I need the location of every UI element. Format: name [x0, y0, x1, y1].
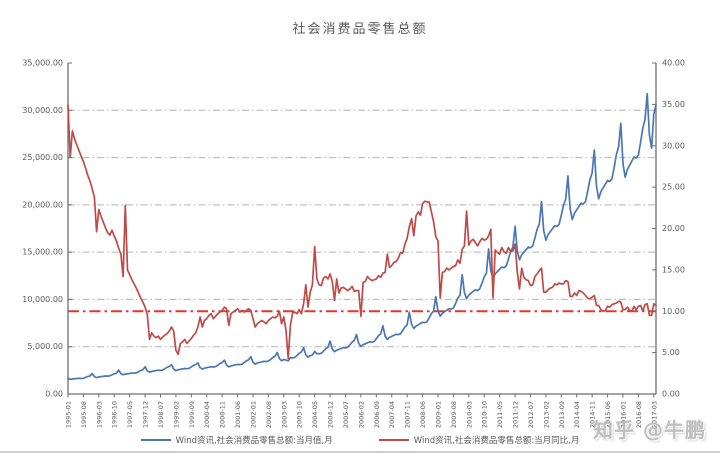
x-axis-label: 2011-12 [512, 401, 520, 428]
red-line-swatch-icon [378, 439, 409, 441]
series-line-yoy [67, 104, 657, 360]
legend-label-yoy: Wind资讯,社会消费品零售总额:当月同比,月 [413, 436, 580, 446]
x-axis-label: 1998-07 [157, 401, 165, 428]
x-axis-label: 2006-02 [357, 401, 365, 428]
x-axis-label: 2010-03 [465, 401, 473, 428]
chart-legend: Wind资讯,社会消费品零售总额:当月值,月 Wind资讯,社会消费品零售总额:… [0, 434, 720, 446]
x-axis-label: 2008-06 [419, 401, 427, 428]
right-axis-label: 5.00 [662, 348, 680, 357]
blue-line-swatch-icon [140, 439, 171, 441]
x-axis-label: 2004-05 [311, 401, 319, 428]
x-axis-label: 2000-04 [203, 401, 211, 428]
x-axis-label: 2007-04 [388, 401, 396, 428]
right-axis-label: 30.00 [662, 141, 685, 150]
x-axis-label: 2016-01 [619, 401, 627, 428]
x-axis-label: 1997-12 [142, 401, 150, 428]
x-axis-label: 2003-03 [280, 401, 288, 428]
x-axis-label: 1996-10 [111, 401, 119, 428]
x-axis-label: 2004-12 [327, 401, 335, 428]
right-axis-label: 10.00 [662, 307, 685, 316]
legend-item-yoy: Wind资讯,社会消费品零售总额:当月同比,月 [378, 434, 580, 446]
left-axis-label: 35,000.00 [22, 59, 63, 68]
left-axis-label: 0.00 [45, 390, 63, 399]
x-axis-label: 1995-08 [80, 401, 88, 428]
x-axis-label: 2012-07 [527, 401, 535, 428]
left-axis-label: 15,000.00 [22, 248, 63, 257]
right-axis-label: 40.00 [662, 59, 685, 68]
x-axis-label: 1999-09 [188, 401, 196, 428]
right-axis-label: 20.00 [662, 224, 685, 233]
x-axis-label: 2002-08 [265, 401, 273, 428]
legend-item-monthly-value: Wind资讯,社会消费品零售总额:当月值,月 [140, 434, 333, 446]
x-axis-label: 2007-11 [404, 401, 412, 428]
x-axis-label: 2016-08 [635, 401, 643, 428]
left-axis-label: 20,000.00 [22, 200, 63, 209]
x-axis-label: 2002-01 [249, 401, 257, 428]
x-axis-label: 2006-09 [373, 401, 381, 428]
x-axis-label: 2014-11 [589, 401, 597, 428]
right-axis-label: 15.00 [662, 265, 685, 274]
left-axis-label: 10,000.00 [22, 295, 63, 304]
right-axis-label: 0.00 [662, 390, 680, 399]
x-axis-label: 1997-05 [126, 401, 134, 428]
series-line-monthly-value [67, 92, 657, 381]
left-axis-label: 30,000.00 [22, 106, 63, 115]
x-axis-label: 2014-04 [573, 401, 581, 428]
x-axis-label: 2001-06 [234, 401, 242, 428]
chart-title: 社会消费品零售总额 [292, 22, 428, 37]
x-axis-label: 2013-02 [542, 401, 550, 428]
x-axis-label: 2010-10 [481, 401, 489, 428]
x-axis-label: 2009-01 [434, 401, 442, 428]
right-axis-label: 25.00 [662, 183, 685, 192]
x-axis-label: 2017-03 [650, 401, 658, 428]
x-axis-label: 2011-05 [496, 401, 504, 428]
zhihu-watermark: 知乎 @牛鹏 [593, 418, 706, 442]
x-axis-label: 1999-02 [172, 401, 180, 428]
bottom-divider [0, 451, 720, 453]
legend-label-monthly-value: Wind资讯,社会消费品零售总额:当月值,月 [175, 436, 333, 446]
x-axis-label: 2005-07 [342, 401, 350, 428]
x-axis-label: 2009-08 [450, 401, 458, 428]
left-axis-label: 25,000.00 [22, 153, 63, 162]
x-axis-label: 1995-01 [65, 401, 73, 428]
x-axis-label: 2015-06 [604, 401, 612, 428]
left-axis-label: 5,000.00 [27, 342, 63, 351]
x-axis-label: 2013-09 [558, 401, 566, 428]
x-axis-label: 2003-10 [296, 401, 304, 428]
right-axis-label: 35.00 [662, 100, 685, 109]
x-axis-label: 2000-11 [219, 401, 227, 428]
x-axis-label: 1996-03 [95, 401, 103, 428]
